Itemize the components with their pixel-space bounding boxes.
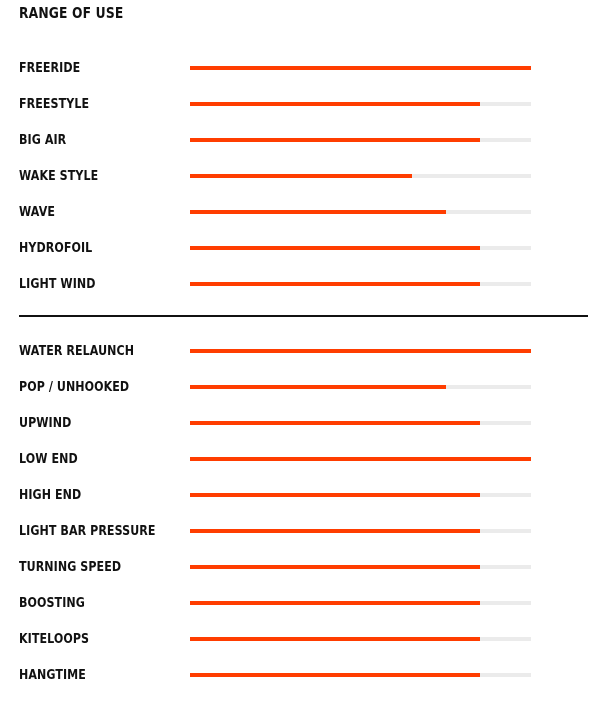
rating-label: FREESTYLE [19,96,90,112]
rating-row: LIGHT WIND [0,266,602,302]
rating-bar-fill [190,421,480,425]
rating-row: LOW END [0,441,602,477]
rating-bar-fill [190,282,480,286]
rating-bar-fill [190,565,480,569]
rating-bar-track [190,174,531,178]
rating-label: WAVE [19,204,55,220]
rating-bar-fill [190,457,531,461]
rating-row: HIGH END [0,477,602,513]
rating-bar-track [190,421,531,425]
rating-label: HYDROFOIL [19,240,93,256]
rating-bar-track [190,66,531,70]
rating-row: UPWIND [0,405,602,441]
rating-row: WAVE [0,194,602,230]
rating-row: BIG AIR [0,122,602,158]
rating-bar-fill [190,210,446,214]
rating-group-characteristics: WATER RELAUNCH POP / UNHOOKED UPWIND LOW EN… [0,333,602,693]
rating-bar-fill [190,174,412,178]
rating-row: TURNING SPEED [0,549,602,585]
rating-label: LIGHT BAR PRESSURE [19,523,156,539]
rating-row: FREERIDE [0,50,602,86]
rating-group-riding-styles: FREERIDE FREESTYLE BIG AIR WAKE STYLE WAVE HY… [0,50,602,302]
rating-bar-track [190,349,531,353]
rating-bar-track [190,565,531,569]
rating-bar-track [190,457,531,461]
rating-bar-track [190,529,531,533]
rating-label: UPWIND [19,415,72,431]
rating-label: LOW END [19,451,78,467]
rating-row: BOOSTING [0,585,602,621]
rating-row: KITELOOPS [0,621,602,657]
rating-bar-track [190,102,531,106]
rating-row: HANGTIME [0,657,602,693]
rating-label: HANGTIME [19,667,86,683]
rating-bar-track [190,246,531,250]
rating-label: TURNING SPEED [19,559,122,575]
rating-bar-fill [190,102,480,106]
rating-bar-fill [190,673,480,677]
rating-label: HIGH END [19,487,82,503]
rating-row: LIGHT BAR PRESSURE [0,513,602,549]
rating-label: FREERIDE [19,60,81,76]
chart-title: RANGE OF USE [19,4,124,22]
rating-row: POP / UNHOOKED [0,369,602,405]
rating-label: BOOSTING [19,595,85,611]
rating-label: WATER RELAUNCH [19,343,135,359]
rating-label: KITELOOPS [19,631,90,647]
rating-bar-track [190,210,531,214]
rating-bar-track [190,282,531,286]
rating-bar-fill [190,138,480,142]
rating-label: BIG AIR [19,132,67,148]
rating-bar-fill [190,529,480,533]
rating-row: WAKE STYLE [0,158,602,194]
rating-label: LIGHT WIND [19,276,96,292]
rating-row: FREESTYLE [0,86,602,122]
rating-bar-track [190,385,531,389]
rating-bar-fill [190,601,480,605]
rating-label: POP / UNHOOKED [19,379,130,395]
section-divider [19,315,588,317]
rating-row: WATER RELAUNCH [0,333,602,369]
rating-bar-track [190,493,531,497]
rating-bar-fill [190,385,446,389]
rating-bar-fill [190,637,480,641]
rating-bar-track [190,637,531,641]
rating-bar-fill [190,349,531,353]
rating-label: WAKE STYLE [19,168,99,184]
rating-bar-fill [190,493,480,497]
rating-row: HYDROFOIL [0,230,602,266]
rating-bar-track [190,138,531,142]
rating-bar-track [190,673,531,677]
rating-bar-track [190,601,531,605]
rating-bar-fill [190,246,480,250]
rating-bar-fill [190,66,531,70]
